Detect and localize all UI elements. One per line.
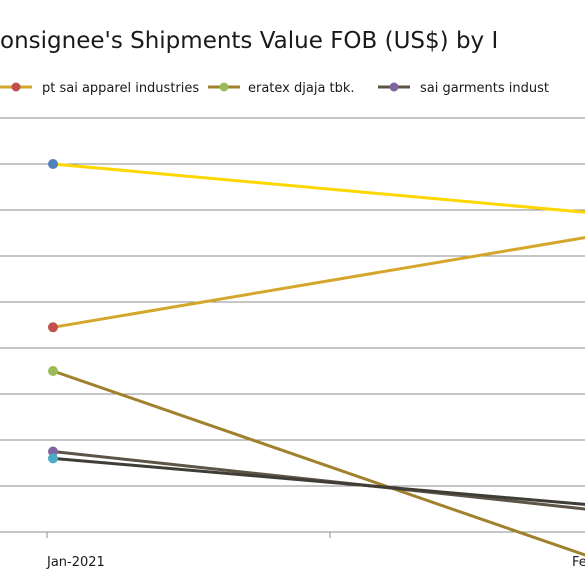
legend: pt sai apparel industries eratex djaja tb… [0,81,549,96]
series-line [51,162,585,214]
x-tick-label: Jan-2021 [46,555,105,570]
data-point [48,366,58,376]
series-2 [48,366,585,557]
series-line [51,456,585,506]
series-line [51,236,585,329]
series-0 [48,159,585,214]
chart-title: onsignee's Shipments Value FOB (US$) by … [0,28,498,54]
grid [0,117,585,533]
series-layer [48,159,585,557]
data-point [48,159,58,169]
data-point [48,322,58,333]
legend-label: eratex djaja tbk. [248,81,355,96]
legend-marker [11,82,21,92]
data-point [48,446,58,457]
series-4 [48,453,585,506]
legend-marker [389,82,399,92]
legend-label: pt sai apparel industries [42,81,199,96]
series-line [51,369,585,557]
x-axis: Jan-2021 Fe [46,532,585,570]
series-1 [48,236,585,333]
x-tick-label: Fe [572,555,585,570]
data-point [48,453,58,464]
legend-label: sai garments indust [420,81,549,96]
series-3 [48,446,585,511]
legend-marker [219,82,229,92]
